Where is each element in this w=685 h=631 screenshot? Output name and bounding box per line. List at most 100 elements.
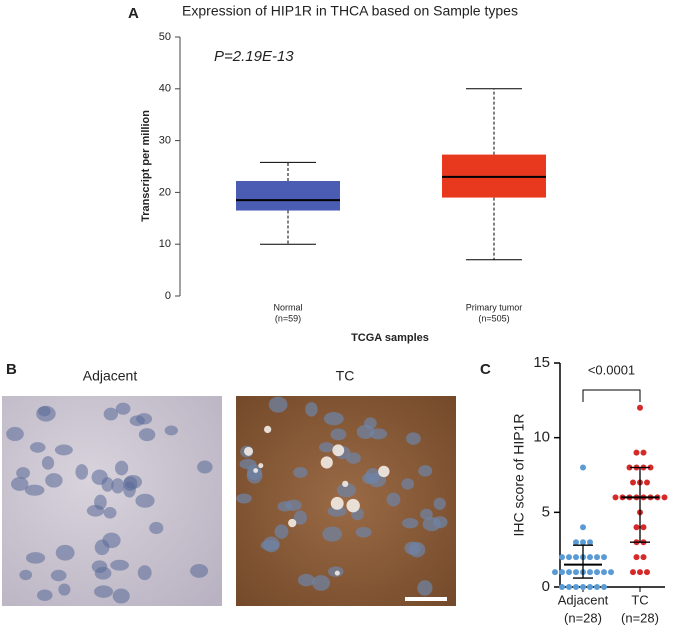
vacuole — [378, 465, 390, 478]
dot — [640, 449, 647, 456]
x-tick-label: Normal — [273, 302, 302, 312]
x-axis-label: TCGA samples — [351, 332, 429, 344]
nucleus — [129, 415, 145, 427]
nucleus — [405, 432, 421, 445]
nucleus — [112, 588, 130, 604]
nucleus — [29, 442, 46, 453]
nucleus — [236, 493, 252, 504]
nucleus — [103, 407, 118, 421]
nucleus — [149, 521, 164, 535]
dot — [559, 584, 565, 590]
nucleus — [93, 585, 114, 598]
nucleus — [285, 499, 302, 511]
dot — [647, 464, 654, 471]
significance-bracket — [582, 389, 641, 402]
nucleus — [346, 452, 361, 464]
vacuole — [330, 496, 344, 510]
nucleus — [408, 541, 426, 558]
dot — [580, 524, 586, 531]
x-tick-label: (n=28) — [621, 610, 659, 625]
image-title: Adjacent — [83, 368, 138, 384]
nucleus — [138, 428, 156, 442]
nucleus — [401, 518, 419, 529]
panel-label: B — [6, 361, 17, 378]
x-tick-label: (n=28) — [564, 610, 602, 625]
y-axis-label: IHC score of HIP1R — [511, 414, 527, 537]
y-tick-label: 40 — [159, 83, 171, 95]
nucleus — [262, 536, 280, 553]
y-tick-label: 0 — [165, 290, 171, 302]
nucleus — [6, 426, 24, 442]
dot — [594, 569, 600, 576]
nucleus — [417, 580, 433, 596]
vacuole — [253, 468, 259, 473]
vacuole — [288, 518, 297, 528]
y-tick-label: 0 — [542, 578, 550, 595]
y-tick-label: 15 — [533, 354, 550, 371]
nucleus — [55, 544, 75, 561]
dot — [573, 584, 579, 590]
dot — [644, 569, 650, 576]
nucleus — [268, 396, 288, 413]
dot — [587, 569, 593, 576]
dot — [637, 569, 643, 576]
nucleus — [25, 552, 46, 564]
nucleus — [86, 504, 105, 517]
dot — [633, 449, 640, 456]
nucleus — [110, 559, 129, 571]
dot — [612, 494, 619, 501]
x-tick-label: TC — [631, 592, 648, 607]
nucleus — [433, 497, 446, 510]
dot — [601, 584, 607, 590]
vacuole — [346, 498, 360, 513]
nucleus — [239, 458, 257, 470]
dot — [573, 554, 579, 561]
dot — [637, 404, 643, 411]
dot — [633, 554, 640, 561]
nucleus — [401, 478, 415, 490]
micrograph — [2, 396, 222, 606]
nucleus — [19, 569, 33, 581]
nucleus — [336, 482, 356, 498]
x-tick-label: Primary tumor — [466, 302, 523, 312]
dot — [640, 554, 647, 561]
dot — [640, 524, 647, 531]
dot — [601, 569, 607, 576]
nucleus — [164, 425, 178, 436]
nucleus — [36, 589, 53, 601]
dot — [608, 569, 614, 576]
nucleus — [111, 478, 125, 494]
nucleus — [432, 516, 448, 529]
nucleus — [38, 406, 51, 417]
dot — [580, 464, 586, 471]
nucleus — [312, 575, 331, 591]
nucleus — [24, 484, 45, 496]
nucleus — [135, 493, 155, 508]
nucleus — [58, 583, 71, 596]
dot — [626, 464, 633, 471]
annotation: P=2.19E-13 — [214, 48, 294, 65]
dot — [573, 569, 579, 576]
image-title: TC — [336, 368, 355, 384]
nucleus — [94, 566, 112, 580]
y-tick-label: 20 — [159, 186, 171, 198]
dot — [594, 584, 600, 590]
dot — [587, 539, 593, 546]
nucleus — [323, 411, 344, 426]
dot — [566, 584, 572, 590]
vacuole — [244, 446, 253, 456]
nucleus — [103, 507, 117, 519]
box — [236, 181, 340, 211]
x-tick-label: Adjacent — [558, 592, 609, 607]
nucleus — [355, 526, 372, 538]
nucleus — [50, 569, 67, 582]
nucleus — [322, 526, 343, 542]
nucleus — [274, 524, 289, 539]
nucleus — [305, 402, 318, 417]
nucleus — [356, 424, 375, 439]
nucleus — [297, 573, 315, 587]
nucleus — [102, 532, 121, 549]
nucleus — [41, 456, 55, 470]
dot — [587, 584, 593, 590]
nucleus — [327, 506, 347, 517]
